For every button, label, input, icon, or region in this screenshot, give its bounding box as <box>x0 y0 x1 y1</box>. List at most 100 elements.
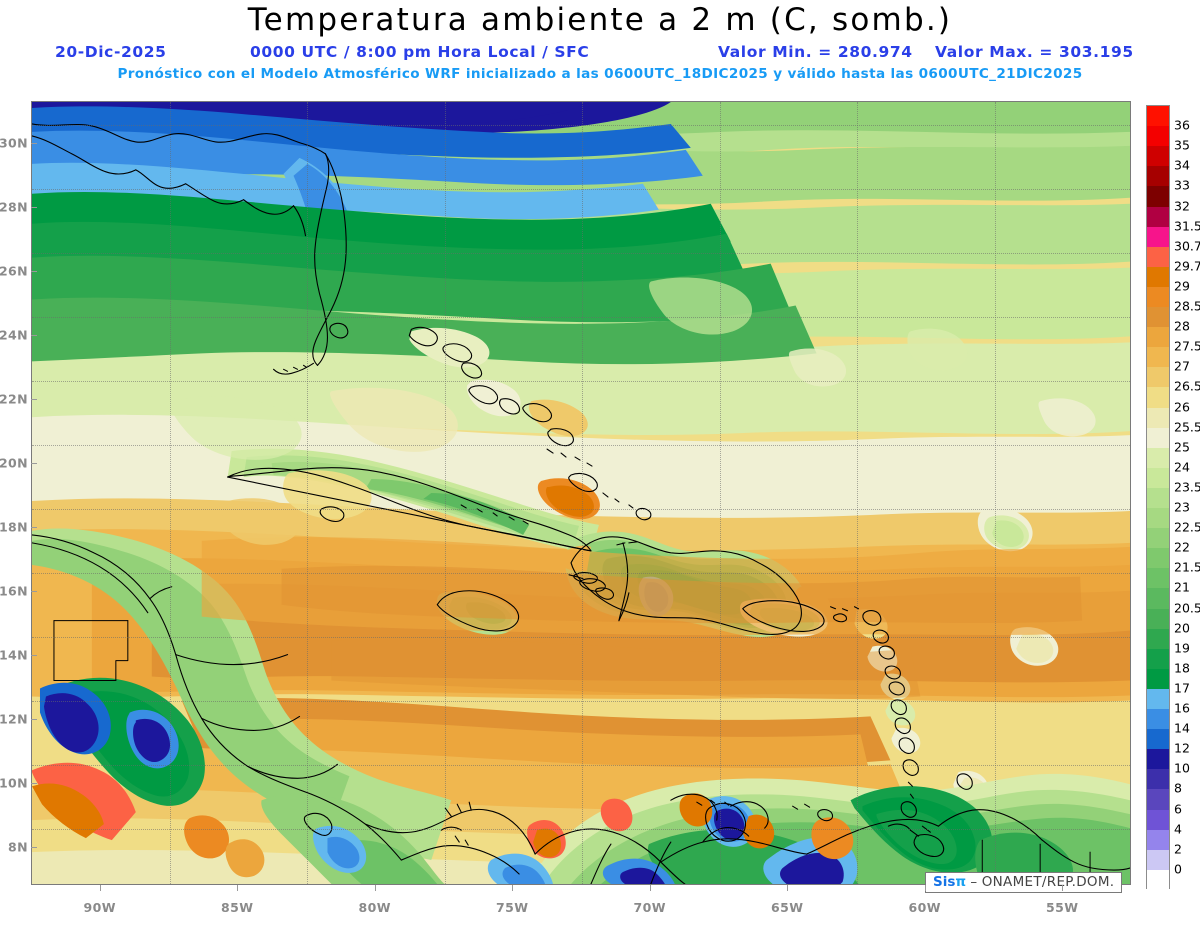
longitude-tick-label: 65W <box>771 900 804 915</box>
colorbar-swatch <box>1147 548 1169 569</box>
longitude-tick <box>512 885 514 891</box>
header: Temperatura ambiente a 2 m (C, somb.) 20… <box>0 0 1200 95</box>
colorbar-tick-label: 22 <box>1174 539 1190 555</box>
colorbar-swatch <box>1147 809 1169 831</box>
latitude-tick-label: 18N <box>0 519 28 535</box>
longitude-tick-label: 85W <box>221 900 254 915</box>
colorbar-swatch <box>1147 266 1169 288</box>
colorbar-tick-label: 18 <box>1174 660 1190 676</box>
colorbar-tick-label: 32 <box>1174 198 1190 213</box>
colorbar-swatch <box>1147 789 1169 810</box>
colorbar-swatch <box>1147 246 1169 268</box>
colorbar-swatch <box>1147 226 1169 248</box>
colorbar-swatch <box>1147 608 1169 630</box>
longitude-tick-label: 60W <box>908 900 941 915</box>
colorbar-tick-label: 23 <box>1174 499 1190 515</box>
colorbar-swatch <box>1147 588 1169 609</box>
longitude-tick <box>649 885 651 891</box>
latitude-tick-label: 14N <box>0 647 28 663</box>
colorbar-tick-label: 17 <box>1174 680 1190 696</box>
colorbar-swatch <box>1147 528 1169 549</box>
latitude-tick <box>31 846 37 848</box>
header-info-line: 20-Dic-2025 0000 UTC / 8:00 pm Hora Loca… <box>0 43 1200 63</box>
latitude-tick <box>31 654 37 656</box>
attribution-separator: – <box>970 874 978 890</box>
value-min-label: Valor Min. = 280.974 <box>718 43 913 61</box>
longitude-tick <box>374 885 376 891</box>
value-max-label: Valor Max. = 303.195 <box>935 43 1134 61</box>
colorbar-swatch <box>1147 307 1169 328</box>
colorbar-swatch <box>1147 407 1169 429</box>
colorbar-tick-label: 23.5 <box>1174 479 1200 495</box>
colorbar-swatch <box>1147 628 1169 650</box>
latitude-tick <box>31 334 37 336</box>
longitude-tick <box>237 885 239 891</box>
longitude-tick <box>924 885 926 891</box>
longitude-tick <box>787 885 789 891</box>
colorbar-tick-label: 20 <box>1174 620 1190 636</box>
colorbar-swatch <box>1147 206 1169 227</box>
colorbar-tick-label: 12 <box>1174 740 1190 756</box>
latitude-tick-label: 22N <box>0 391 28 407</box>
colorbar-swatch <box>1147 487 1169 509</box>
colorbar-swatch <box>1147 829 1169 851</box>
colorbar-swatch <box>1147 186 1169 207</box>
latitude-tick <box>31 526 37 528</box>
colorbar-tick-label: 21.5 <box>1174 559 1200 575</box>
colorbar-tick-label: 25 <box>1174 439 1190 455</box>
colorbar-swatch <box>1147 327 1169 348</box>
colorbar-tick-label: 14 <box>1174 720 1190 736</box>
latitude-tick-label: 8N <box>8 839 28 855</box>
latitude-tick <box>31 206 37 208</box>
latitude-tick <box>31 142 37 144</box>
colorbar-tick-label: 19 <box>1174 640 1190 656</box>
colorbar-swatch <box>1147 729 1169 750</box>
colorbar-tick-label: 4 <box>1174 821 1182 837</box>
colorbar[interactable] <box>1146 105 1170 891</box>
latitude-tick-label: 24N <box>0 327 28 343</box>
attribution-org: ONAMET/REP.DOM. <box>981 874 1115 890</box>
colorbar-tick-label: 28 <box>1174 318 1190 334</box>
colorbar-tick-label: 22.5 <box>1174 519 1200 535</box>
temperature-field <box>32 102 1130 884</box>
latitude-tick-label: 12N <box>0 711 28 727</box>
model-description: Pronóstico con el Modelo Atmosférico WRF… <box>117 66 1083 82</box>
latitude-tick <box>31 270 37 272</box>
attribution-box: Sisπ – ONAMET/REP.DOM. <box>925 872 1123 893</box>
latitude-tick-label: 10N <box>0 775 28 791</box>
colorbar-swatch <box>1147 508 1169 529</box>
page-title: Temperatura ambiente a 2 m (C, somb.) <box>247 2 953 38</box>
colorbar-swatch <box>1147 106 1169 127</box>
colorbar-swatch <box>1147 688 1169 710</box>
colorbar-tick-label: 6 <box>1174 801 1182 817</box>
colorbar-tick-label: 31.5 <box>1174 218 1200 234</box>
latitude-tick <box>31 462 37 464</box>
longitude-tick-label: 80W <box>358 900 391 915</box>
colorbar-tick-label: 30.7 <box>1174 238 1200 254</box>
brand-symbol-icon: π <box>955 874 967 890</box>
colorbar-swatch <box>1147 467 1169 489</box>
colorbar-tick-label: 26.5 <box>1174 378 1200 394</box>
colorbar-tick-label: 24 <box>1174 459 1190 475</box>
colorbar-tick-label: 25.5 <box>1174 419 1200 435</box>
colorbar-tick-label: 36 <box>1174 117 1190 133</box>
colorbar-tick-label: 21 <box>1174 579 1190 595</box>
latitude-tick <box>31 398 37 400</box>
forecast-time-info: 0000 UTC / 8:00 pm Hora Local / SFC <box>250 43 590 61</box>
forecast-date: 20-Dic-2025 <box>55 43 167 61</box>
colorbar-swatch <box>1147 286 1169 308</box>
colorbar-tick-label: 27.5 <box>1174 338 1200 354</box>
latitude-tick-label: 30N <box>0 135 28 151</box>
map-plot-area[interactable] <box>31 101 1131 885</box>
colorbar-swatch <box>1147 568 1169 589</box>
colorbar-swatch <box>1147 869 1169 891</box>
colorbar-tick-label: 29.7 <box>1174 258 1200 274</box>
colorbar-tick-label: 10 <box>1174 760 1190 776</box>
longitude-tick-label: 90W <box>83 900 116 915</box>
colorbar-swatch <box>1147 126 1169 147</box>
colorbar-tick-label: 8 <box>1174 780 1182 796</box>
colorbar-tick-label: 28.5 <box>1174 298 1200 314</box>
colorbar-swatch <box>1147 166 1169 187</box>
colorbar-tick-label: 26 <box>1174 399 1190 415</box>
